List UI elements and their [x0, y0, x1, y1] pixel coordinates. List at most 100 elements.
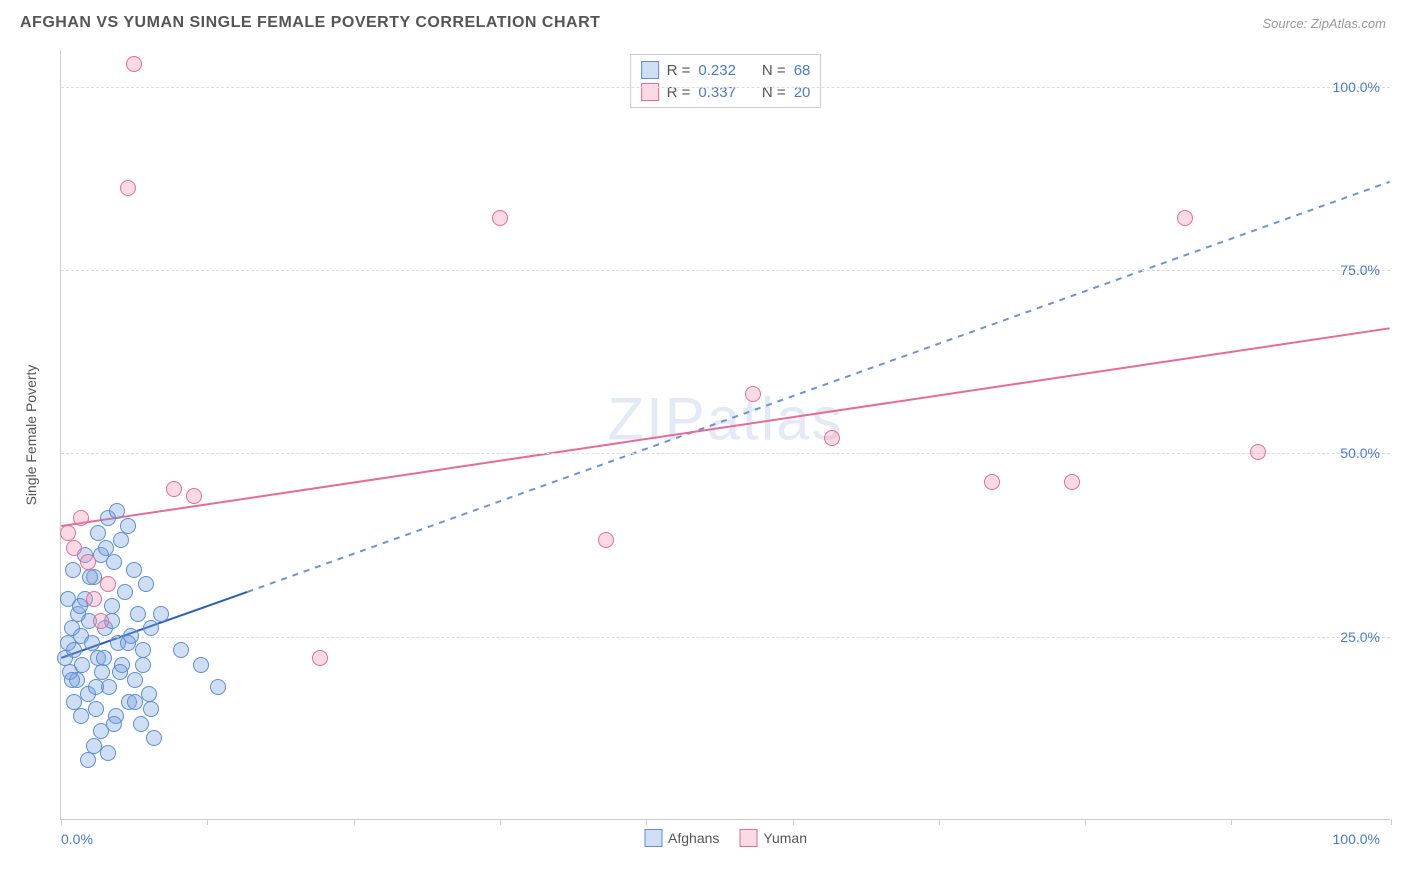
gridline [61, 87, 1390, 88]
data-point [93, 613, 109, 629]
swatch-afghans-icon [644, 829, 662, 847]
data-point [166, 481, 182, 497]
data-point [66, 540, 82, 556]
y-tick-label: 25.0% [1340, 629, 1380, 645]
data-point [135, 642, 151, 658]
data-point [106, 554, 122, 570]
data-point [66, 694, 82, 710]
data-point [100, 745, 116, 761]
data-point [66, 642, 82, 658]
stats-row-yuman: R = 0.337 N = 20 [641, 81, 811, 103]
chart-title: AFGHAN VS YUMAN SINGLE FEMALE POVERTY CO… [20, 14, 600, 32]
data-point [100, 576, 116, 592]
legend-item-yuman: Yuman [739, 829, 807, 847]
legend-item-afghans: Afghans [644, 829, 719, 847]
data-point [94, 664, 110, 680]
data-point [598, 532, 614, 548]
data-point [143, 701, 159, 717]
data-point [120, 518, 136, 534]
x-tick [1231, 819, 1232, 825]
data-point [824, 430, 840, 446]
x-tick [793, 819, 794, 825]
data-point [90, 525, 106, 541]
plot-area: Single Female Poverty ZIPatlas R = 0.232… [60, 50, 1390, 820]
gridline [61, 453, 1390, 454]
x-tick [1085, 819, 1086, 825]
data-point [127, 672, 143, 688]
series-legend: Afghans Yuman [644, 829, 807, 847]
data-point [96, 650, 112, 666]
data-point [1177, 210, 1193, 226]
data-point [984, 474, 1000, 490]
data-point [84, 635, 100, 651]
data-point [82, 569, 98, 585]
gridline [61, 270, 1390, 271]
data-point [127, 694, 143, 710]
swatch-afghans [641, 61, 659, 79]
data-point [143, 620, 159, 636]
x-tick [207, 819, 208, 825]
trend-lines-layer [61, 50, 1390, 819]
swatch-yuman-icon [739, 829, 757, 847]
data-point [173, 642, 189, 658]
data-point [193, 657, 209, 673]
data-point [80, 554, 96, 570]
x-tick [61, 819, 62, 825]
x-tick-label: 0.0% [61, 831, 93, 847]
x-tick [500, 819, 501, 825]
x-tick [354, 819, 355, 825]
data-point [135, 657, 151, 673]
watermark: ZIPatlas [607, 385, 843, 454]
data-point [130, 606, 146, 622]
x-tick [1391, 819, 1392, 825]
data-point [64, 672, 80, 688]
stats-legend: R = 0.232 N = 68 R = 0.337 N = 20 [630, 54, 822, 108]
data-point [73, 708, 89, 724]
data-point [210, 679, 226, 695]
chart-container: AFGHAN VS YUMAN SINGLE FEMALE POVERTY CO… [10, 10, 1396, 882]
x-tick [646, 819, 647, 825]
y-tick-label: 100.0% [1333, 79, 1380, 95]
data-point [72, 598, 88, 614]
x-tick [939, 819, 940, 825]
data-point [106, 716, 122, 732]
data-point [146, 730, 162, 746]
data-point [492, 210, 508, 226]
data-point [186, 488, 202, 504]
header: AFGHAN VS YUMAN SINGLE FEMALE POVERTY CO… [10, 10, 1396, 40]
data-point [312, 650, 328, 666]
x-tick-label: 100.0% [1333, 831, 1380, 847]
data-point [74, 657, 90, 673]
data-point [65, 562, 81, 578]
data-point [88, 679, 104, 695]
data-point [86, 591, 102, 607]
data-point [88, 701, 104, 717]
data-point [126, 562, 142, 578]
data-point [80, 752, 96, 768]
trend-line-extension [247, 182, 1389, 592]
stats-row-afghans: R = 0.232 N = 68 [641, 59, 811, 81]
data-point [113, 532, 129, 548]
gridline [61, 637, 1390, 638]
y-axis-label: Single Female Poverty [23, 364, 39, 505]
data-point [126, 56, 142, 72]
source-label: Source: ZipAtlas.com [1262, 16, 1386, 31]
y-tick-label: 75.0% [1340, 262, 1380, 278]
data-point [117, 584, 133, 600]
y-tick-label: 50.0% [1340, 445, 1380, 461]
trend-line [61, 328, 1389, 526]
data-point [60, 525, 76, 541]
data-point [153, 606, 169, 622]
data-point [138, 576, 154, 592]
data-point [1250, 444, 1266, 460]
data-point [104, 598, 120, 614]
data-point [73, 510, 89, 526]
data-point [1064, 474, 1080, 490]
data-point [120, 180, 136, 196]
data-point [120, 635, 136, 651]
data-point [98, 540, 114, 556]
data-point [112, 664, 128, 680]
data-point [745, 386, 761, 402]
data-point [109, 503, 125, 519]
data-point [133, 716, 149, 732]
